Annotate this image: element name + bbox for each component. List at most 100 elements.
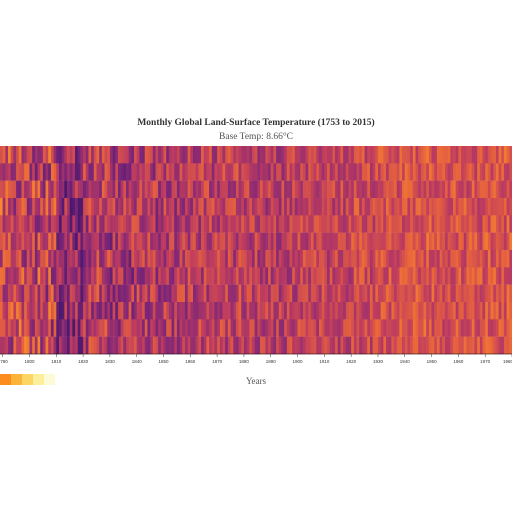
heatmap-cell [230,250,234,268]
heatmap-cell [302,267,306,285]
heatmap-cell [318,198,323,216]
heatmap-cell [345,180,349,199]
heatmap-cell [64,267,68,285]
heatmap-cell [412,284,416,303]
heatmap-cell [193,146,197,164]
heatmap-cell [32,302,36,320]
heatmap-cell [412,336,416,355]
heatmap-cell [174,163,178,181]
heatmap-cell [364,267,368,285]
heatmap-cell [495,250,499,268]
heatmap-cell [211,215,215,233]
heatmap-cell [225,302,229,320]
heatmap-cell [348,198,352,216]
heatmap-cell [324,146,328,164]
heatmap-cell [26,319,30,337]
heatmap-cell [206,250,210,268]
heatmap-cell [5,267,9,285]
x-tick-label: 1890 [266,359,277,364]
heatmap-cell [53,198,57,216]
heatmap-cell [243,267,248,285]
legend-swatch [0,374,11,385]
heatmap-cell [396,319,400,337]
heatmap-cell [99,163,103,181]
heatmap-cell [463,336,467,355]
heatmap-cell [88,146,92,164]
heatmap-cell [72,232,76,251]
heatmap-cell [487,146,491,164]
heatmap-cell [142,284,146,303]
heatmap-cell [257,215,261,233]
heatmap-cell [42,232,46,251]
heatmap-cell [262,319,266,337]
heatmap-cell [64,284,68,303]
heatmap-cell [463,146,467,164]
heatmap-cell [147,319,151,337]
heatmap-cell [8,146,12,164]
heatmap-cell [184,284,189,303]
heatmap-cell [453,198,457,216]
heatmap-cell [198,163,202,181]
heatmap-cell [16,163,20,181]
heatmap-cell [214,284,218,303]
chart-title: Monthly Global Land-Surface Temperature … [137,118,375,128]
heatmap-cell [402,163,406,181]
heatmap-cell [359,163,363,181]
heatmap-cell [289,267,293,285]
heatmap-cell [254,180,258,199]
heatmap-cell [69,180,73,199]
heatmap-cell [235,250,239,268]
heatmap-cell [329,146,333,164]
heatmap-cell [262,180,266,199]
heatmap-cell [184,180,189,199]
heatmap-cell [493,284,497,303]
heatmap-cell [356,215,360,233]
heatmap-cell [101,215,105,233]
heatmap-cell [24,215,28,233]
heatmap-cell [423,284,427,303]
heatmap-cell [297,163,301,181]
heatmap-cell [345,336,349,355]
heatmap-cell [308,163,312,181]
heatmap-cell [490,146,494,164]
heatmap-cell [332,146,336,164]
heatmap-cell [356,302,360,320]
heatmap-cell [289,250,293,268]
heatmap-cell [458,267,462,285]
heatmap-cell [168,267,172,285]
heatmap-cell [168,284,172,303]
heatmap-cell [243,284,248,303]
heatmap-cell [420,232,424,251]
heatmap-cell [77,336,81,355]
heatmap-cell [394,232,398,251]
heatmap-cell [380,267,384,285]
heatmap-cell [380,319,384,337]
heatmap-cell [482,319,486,337]
heatmap-cell [107,336,111,355]
heatmap-cell [144,146,148,164]
heatmap-cell [305,336,309,355]
heatmap-cell [243,146,248,164]
heatmap-cell [276,198,280,216]
heatmap-cell [391,319,395,337]
heatmap-cell [447,232,451,251]
heatmap-cell [88,198,92,216]
heatmap-cell [93,284,97,303]
heatmap-cell [93,198,97,216]
heatmap-cell [222,146,226,164]
heatmap-cell [96,250,100,268]
heatmap-cell [434,267,438,285]
heatmap-cell [501,336,505,355]
heatmap-cell [182,267,186,285]
heatmap-cell [466,267,470,285]
heatmap-cell [402,180,406,199]
heatmap-cell [48,215,52,233]
heatmap-cell [477,302,481,320]
heatmap-cell [394,198,398,216]
heatmap-cell [2,163,6,181]
legend-swatch [33,374,44,385]
heatmap-cell [18,215,22,233]
heatmap-cell [53,232,57,251]
heatmap-cell [179,198,183,216]
heatmap-cell [477,215,481,233]
